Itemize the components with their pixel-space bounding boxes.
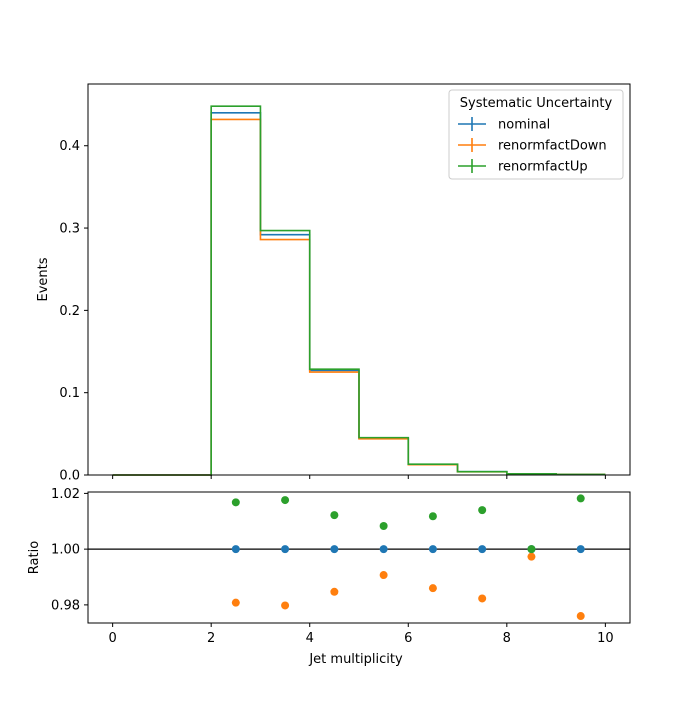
legend: Systematic Uncertainty nominal renormfact… bbox=[448, 89, 624, 180]
legend-label: renormfactDown bbox=[498, 139, 607, 154]
main-y-tick-label: 0.1 bbox=[59, 386, 80, 401]
ratio-point-renormfactUp bbox=[478, 506, 487, 515]
ratio-panel: 0.98 1.00 1.02 0 2 4 6 8 10 Ratio Jet multiplic… bbox=[27, 487, 631, 667]
ratio-x-tick-label: 0 bbox=[108, 631, 116, 646]
ratio-y-tick-label: 1.00 bbox=[51, 543, 80, 558]
ratio-x-tick-label: 2 bbox=[207, 631, 215, 646]
ratio-point-nominal bbox=[478, 545, 487, 554]
main-y-ticks: 0.0 0.1 0.2 0.3 0.4 bbox=[59, 139, 88, 484]
legend-title: Systematic Uncertainty bbox=[460, 96, 613, 111]
main-series-group bbox=[112, 105, 606, 476]
histogram-line-renormfactUp bbox=[112, 105, 606, 476]
ratio-point-renormfactUp bbox=[527, 545, 536, 554]
ratio-y-axis-label: Ratio bbox=[27, 541, 42, 574]
main-x-ticks bbox=[112, 475, 606, 479]
ratio-x-tick-label: 10 bbox=[597, 631, 614, 646]
ratio-y-tick-label: 0.98 bbox=[51, 598, 80, 613]
main-panel: 0.0 0.1 0.2 0.3 0.4 Events Systematic Uncert… bbox=[36, 83, 631, 484]
legend-entry-renormfactDown: renormfactDown bbox=[458, 138, 607, 154]
ratio-point-nominal bbox=[379, 545, 388, 554]
ratio-point-renormfactUp bbox=[379, 522, 388, 531]
ratio-x-ticks: 0 2 4 6 8 10 bbox=[108, 623, 614, 646]
legend-entry-renormfactUp: renormfactUp bbox=[458, 159, 588, 175]
ratio-point-nominal bbox=[231, 545, 240, 554]
ratio-point-renormfactUp bbox=[330, 511, 339, 520]
ratio-point-renormfactDown bbox=[281, 601, 290, 610]
ratio-point-nominal bbox=[330, 545, 339, 554]
ratio-y-ticks: 0.98 1.00 1.02 bbox=[51, 487, 88, 613]
legend-label: renormfactUp bbox=[498, 160, 588, 175]
ratio-point-nominal bbox=[428, 545, 437, 554]
ratio-point-nominal bbox=[576, 545, 585, 554]
ratio-point-renormfactDown bbox=[330, 587, 339, 596]
main-y-tick-label: 0.0 bbox=[59, 469, 80, 484]
ratio-x-tick-label: 4 bbox=[306, 631, 314, 646]
ratio-y-tick-label: 1.02 bbox=[51, 487, 80, 502]
main-y-axis-label: Events bbox=[36, 257, 51, 301]
ratio-point-renormfactUp bbox=[281, 496, 290, 505]
main-y-tick-label: 0.2 bbox=[59, 304, 80, 319]
legend-label: nominal bbox=[498, 118, 550, 133]
main-y-tick-label: 0.4 bbox=[59, 139, 80, 154]
ratio-point-renormfactDown bbox=[428, 584, 437, 593]
ratio-point-nominal bbox=[281, 545, 290, 554]
ratio-x-axis-label: Jet multiplicity bbox=[308, 652, 403, 667]
ratio-points-group bbox=[231, 494, 585, 621]
ratio-point-renormfactUp bbox=[428, 512, 437, 521]
main-y-tick-label: 0.3 bbox=[59, 222, 80, 237]
ratio-point-renormfactDown bbox=[478, 594, 487, 603]
ratio-x-tick-label: 8 bbox=[503, 631, 511, 646]
ratio-point-renormfactDown bbox=[527, 552, 536, 561]
ratio-plot-frame bbox=[87, 491, 631, 624]
ratio-point-renormfactDown bbox=[231, 598, 240, 607]
ratio-point-renormfactDown bbox=[576, 612, 585, 621]
legend-entries: nominal renormfactDown renormfactUp bbox=[458, 117, 607, 175]
ratio-x-tick-label: 6 bbox=[404, 631, 412, 646]
ratio-plot-area bbox=[88, 492, 630, 623]
main-plot-frame bbox=[87, 83, 631, 476]
ratio-point-renormfactUp bbox=[576, 494, 585, 503]
ratio-point-renormfactUp bbox=[231, 498, 240, 507]
legend-frame bbox=[448, 89, 624, 180]
legend-entry-nominal: nominal bbox=[458, 117, 550, 133]
ratio-point-renormfactDown bbox=[379, 571, 388, 580]
